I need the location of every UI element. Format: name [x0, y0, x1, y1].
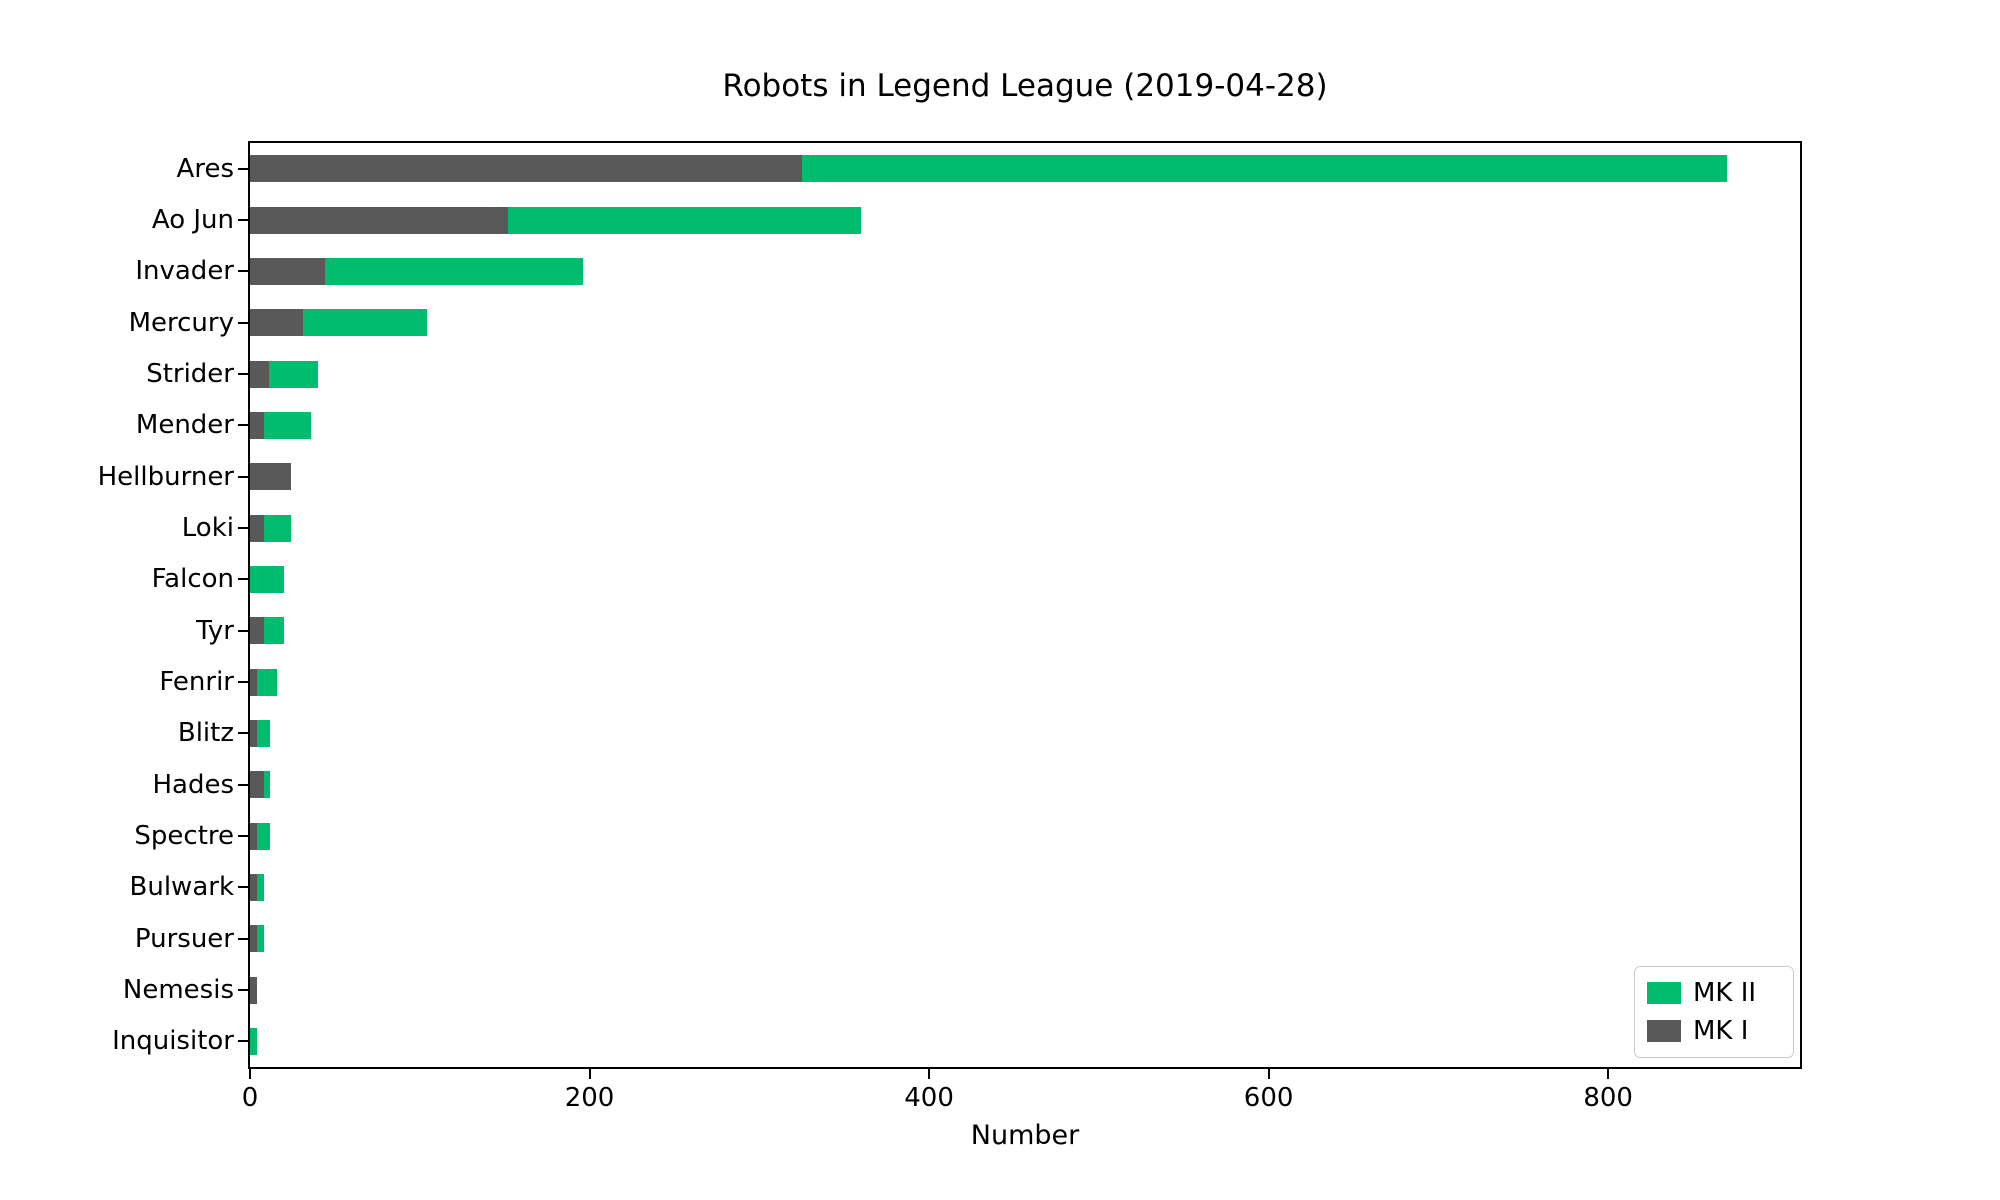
y-tick-bulwark	[238, 886, 248, 889]
bar-segment-mk-ii-ao-jun	[508, 206, 862, 234]
bar-segment-mk-ii-pursuer	[256, 925, 264, 953]
y-label-pursuer: Pursuer	[134, 923, 234, 954]
y-tick-hades	[238, 783, 248, 786]
x-tick-label-0: 0	[241, 1083, 259, 1113]
legend-swatch-mk-ii	[1647, 982, 1681, 1004]
bar-segment-mk-ii-falcon	[250, 565, 284, 593]
chart-title: Robots in Legend League (2019-04-28)	[722, 68, 1328, 104]
y-tick-tyr	[238, 629, 248, 632]
y-label-falcon: Falcon	[151, 564, 234, 595]
bar-segment-mk-i-invader	[250, 257, 325, 285]
bar-segment-mk-i-tyr	[250, 617, 264, 645]
bar-segment-mk-ii-blitz	[256, 719, 271, 747]
bar-segment-mk-ii-mender	[263, 411, 312, 439]
x-axis-title: Number	[970, 1120, 1080, 1151]
y-label-loki: Loki	[181, 513, 234, 543]
y-label-bulwark: Bulwark	[129, 872, 234, 903]
y-tick-nemesis	[238, 989, 248, 991]
bar-segment-mk-ii-bulwark	[256, 873, 264, 901]
bar-segment-mk-i-hades	[250, 771, 264, 799]
y-label-inquisitor: Inquisitor	[112, 1026, 234, 1057]
x-tick-400	[928, 1069, 931, 1079]
y-tick-mender	[238, 424, 248, 427]
legend-swatch-mk-i	[1647, 1020, 1681, 1042]
y-tick-falcon	[238, 578, 248, 581]
legend: MK II MK I	[1634, 966, 1794, 1058]
y-label-strider: Strider	[146, 359, 234, 389]
bar-segment-mk-i-ares	[250, 155, 802, 183]
bar-segment-mk-i-hellburner	[250, 463, 291, 491]
y-label-hellburner: Hellburner	[97, 461, 234, 492]
legend-entry-mk-i: MK I	[1635, 1012, 1793, 1050]
y-label-blitz: Blitz	[177, 718, 234, 749]
y-tick-strider	[238, 373, 248, 375]
y-tick-inquisitor	[238, 1040, 248, 1043]
y-label-fenrir: Fenrir	[159, 667, 234, 697]
bar-segment-mk-i-strider	[250, 360, 269, 388]
y-tick-invader	[238, 270, 248, 273]
legend-label-mk-ii: MK II	[1693, 978, 1757, 1008]
bar-segment-mk-i-fenrir	[250, 668, 257, 696]
bar-segment-mk-i-pursuer	[250, 925, 257, 953]
y-tick-ares	[238, 167, 248, 170]
x-tick-label-400: 400	[904, 1083, 954, 1113]
bar-segment-mk-i-mender	[250, 411, 264, 439]
legend-label-mk-i: MK I	[1693, 1016, 1749, 1046]
bar-segment-mk-ii-strider	[268, 360, 318, 388]
y-tick-ao-jun	[238, 219, 248, 221]
bar-segment-mk-ii-mercury	[302, 309, 427, 337]
y-tick-blitz	[238, 732, 248, 735]
x-tick-label-800: 800	[1583, 1083, 1633, 1113]
legend-entry-mk-ii: MK II	[1635, 974, 1793, 1012]
bar-segment-mk-ii-loki	[263, 514, 291, 542]
x-tick-800	[1607, 1069, 1610, 1079]
bar-segment-mk-i-loki	[250, 514, 264, 542]
y-tick-fenrir	[238, 681, 248, 683]
y-label-spectre: Spectre	[134, 821, 234, 851]
x-tick-label-200: 200	[564, 1083, 615, 1113]
bar-segment-mk-i-spectre	[250, 822, 257, 850]
x-tick-0	[249, 1069, 251, 1079]
plot-area	[248, 141, 1802, 1069]
y-label-tyr: Tyr	[196, 615, 234, 646]
bar-segment-mk-i-ao-jun	[250, 206, 509, 234]
bar-segment-mk-ii-inquisitor	[250, 1027, 257, 1055]
y-label-mender: Mender	[135, 410, 234, 441]
y-tick-hellburner	[238, 475, 248, 478]
y-label-mercury: Mercury	[128, 307, 234, 338]
y-tick-mercury	[238, 321, 248, 324]
bar-segment-mk-ii-ares	[801, 155, 1727, 183]
bar-segment-mk-ii-invader	[324, 257, 583, 285]
x-tick-label-600: 600	[1243, 1083, 1294, 1113]
y-label-ao-jun: Ao Jun	[151, 205, 234, 235]
bar-segment-mk-i-bulwark	[250, 873, 257, 901]
y-label-nemesis: Nemesis	[122, 975, 234, 1005]
y-label-invader: Invader	[135, 256, 234, 287]
bar-segment-mk-ii-hades	[263, 771, 271, 799]
bar-segment-mk-ii-tyr	[263, 617, 284, 645]
bar-segment-mk-i-mercury	[250, 309, 303, 337]
y-label-hades: Hades	[152, 769, 234, 800]
bar-segment-mk-ii-spectre	[256, 822, 271, 850]
bar-segment-mk-i-blitz	[250, 719, 257, 747]
x-tick-600	[1267, 1069, 1270, 1079]
y-label-ares: Ares	[176, 153, 234, 184]
x-tick-200	[588, 1069, 591, 1079]
y-tick-loki	[238, 527, 248, 529]
bar-segment-mk-i-nemesis	[250, 976, 257, 1004]
y-tick-spectre	[238, 835, 248, 837]
y-tick-pursuer	[238, 937, 248, 940]
bar-segment-mk-ii-fenrir	[256, 668, 278, 696]
